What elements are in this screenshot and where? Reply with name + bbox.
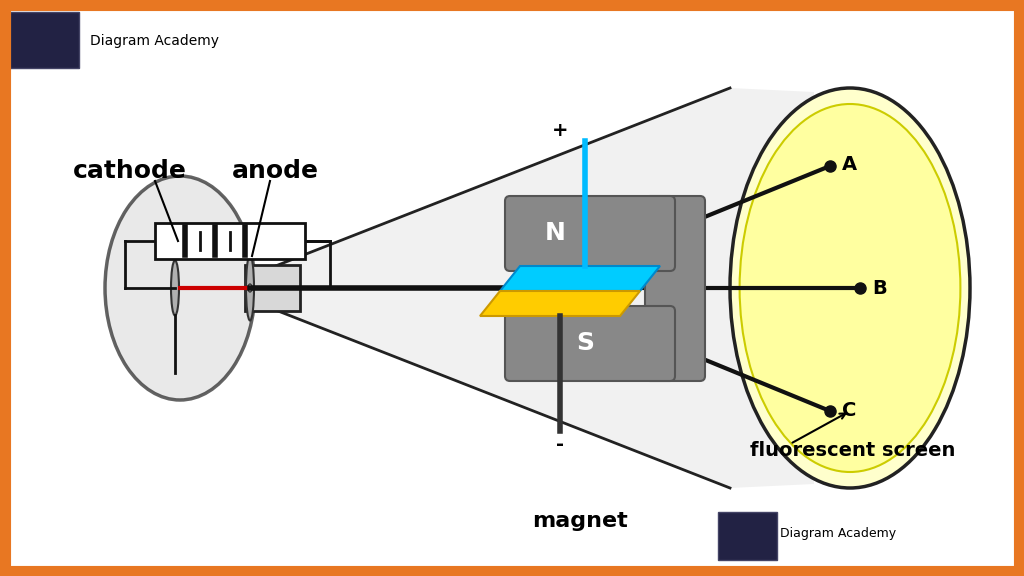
Ellipse shape <box>248 284 252 292</box>
Text: A: A <box>842 154 857 173</box>
Ellipse shape <box>171 260 179 316</box>
Text: S: S <box>575 331 594 355</box>
Text: C: C <box>842 401 856 420</box>
Text: Diagram Academy: Diagram Academy <box>780 528 896 540</box>
Text: cathode: cathode <box>73 159 187 183</box>
Text: anode: anode <box>231 159 318 183</box>
Text: +: + <box>552 122 568 141</box>
Ellipse shape <box>246 256 254 320</box>
FancyBboxPatch shape <box>10 12 79 68</box>
Ellipse shape <box>739 104 961 472</box>
Text: -: - <box>556 434 564 453</box>
Polygon shape <box>500 266 660 291</box>
Text: magnet: magnet <box>532 511 628 531</box>
FancyBboxPatch shape <box>155 223 305 259</box>
Text: N: N <box>545 221 565 245</box>
FancyBboxPatch shape <box>245 265 300 311</box>
Text: Diagram Academy: Diagram Academy <box>90 34 219 48</box>
Polygon shape <box>250 88 814 488</box>
Polygon shape <box>480 291 640 316</box>
FancyBboxPatch shape <box>645 196 705 381</box>
FancyBboxPatch shape <box>505 196 675 271</box>
FancyBboxPatch shape <box>505 306 675 381</box>
Ellipse shape <box>105 176 255 400</box>
FancyBboxPatch shape <box>718 512 777 560</box>
Text: B: B <box>872 279 887 297</box>
Ellipse shape <box>730 88 970 488</box>
Text: fluorescent screen: fluorescent screen <box>750 441 955 460</box>
